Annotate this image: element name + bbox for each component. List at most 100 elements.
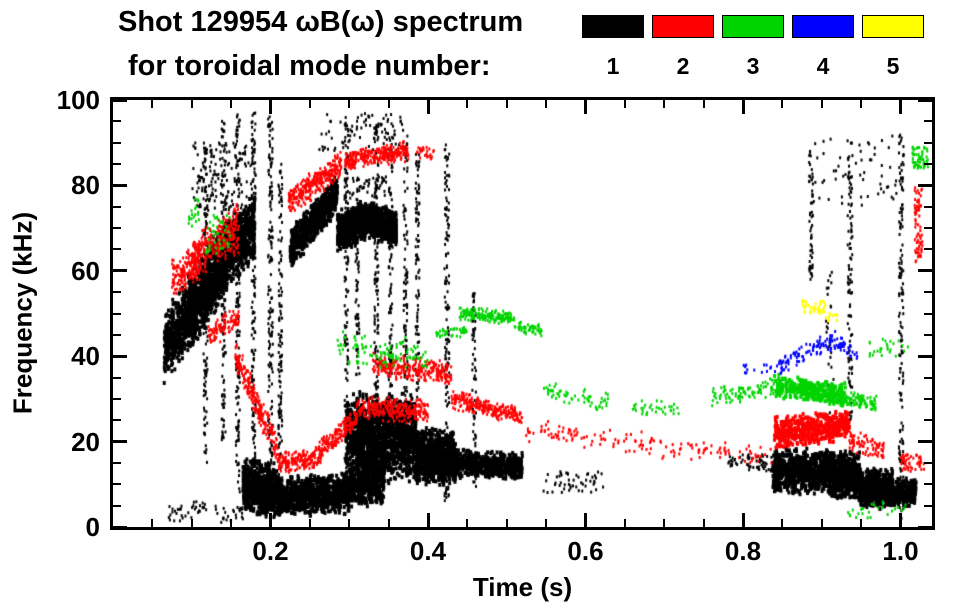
x-minor-tick	[230, 100, 233, 108]
legend-swatch	[582, 15, 644, 38]
x-minor-tick	[584, 519, 587, 527]
legend-mode-label: 1	[606, 53, 620, 79]
y-tick-label: 0	[85, 512, 100, 542]
x-minor-tick	[190, 100, 193, 108]
x-minor-tick	[190, 519, 193, 527]
y-minor-tick	[924, 205, 932, 208]
legend-item: 1	[582, 15, 644, 80]
y-minor-tick	[113, 184, 121, 187]
y-minor-tick	[924, 312, 932, 315]
x-minor-tick	[308, 100, 311, 108]
x-tick-label: 0.4	[409, 536, 447, 566]
x-minor-tick	[584, 100, 587, 108]
legend-mode-label: 3	[746, 53, 760, 79]
x-minor-tick	[663, 519, 666, 527]
x-minor-tick	[860, 519, 863, 527]
x-minor-tick	[387, 519, 390, 527]
legend-swatch	[792, 15, 854, 38]
x-minor-tick	[308, 519, 311, 527]
x-minor-tick	[623, 100, 626, 108]
legend-item: 3	[722, 15, 784, 80]
legend-swatch	[652, 15, 714, 38]
y-minor-tick	[113, 419, 121, 422]
legend-item: 5	[862, 15, 924, 80]
y-minor-tick	[113, 376, 121, 379]
y-minor-tick	[924, 163, 932, 166]
legend-item: 2	[652, 15, 714, 80]
x-minor-tick	[742, 100, 744, 108]
x-minor-tick	[899, 100, 902, 108]
y-major-tick	[918, 525, 932, 529]
x-tick-label: 0.8	[724, 536, 762, 566]
x-minor-tick	[781, 100, 784, 108]
y-minor-tick	[113, 483, 121, 486]
y-minor-tick	[924, 333, 932, 336]
legend-swatch	[722, 15, 784, 38]
y-tick-label: 20	[71, 426, 100, 457]
plot-frame	[110, 97, 935, 530]
y-major-tick	[918, 98, 932, 102]
y-major-tick	[113, 525, 127, 529]
y-minor-tick	[924, 269, 932, 272]
y-tick-label: 80	[71, 170, 100, 201]
x-minor-tick	[702, 519, 705, 527]
y-minor-tick	[924, 397, 932, 400]
legend-mode-label: 5	[886, 53, 900, 79]
x-tick-label: 0.2	[252, 536, 289, 566]
y-minor-tick	[113, 333, 121, 336]
x-minor-tick	[269, 100, 272, 108]
legend-mode-label: 4	[816, 53, 830, 79]
y-minor-tick	[924, 141, 932, 144]
legend: 1 2 3 4 5	[582, 15, 924, 80]
x-minor-tick	[702, 100, 705, 108]
y-minor-tick	[113, 504, 121, 507]
chart-title-line2: for toroidal mode number:	[128, 50, 491, 82]
x-minor-tick	[781, 519, 784, 527]
y-minor-tick	[113, 355, 121, 358]
x-minor-tick	[545, 519, 548, 527]
x-minor-tick	[151, 100, 154, 108]
y-minor-tick	[924, 504, 932, 507]
x-tick-label: 1.0	[882, 536, 919, 566]
x-minor-tick	[742, 519, 744, 527]
x-axis-label: Time (s)	[472, 572, 573, 602]
y-minor-tick	[113, 440, 121, 443]
x-minor-tick	[466, 519, 469, 527]
y-minor-tick	[924, 461, 932, 464]
x-minor-tick	[623, 519, 626, 527]
y-axis-label: Frequency (kHz)	[7, 211, 38, 415]
legend-item: 4	[792, 15, 854, 80]
y-minor-tick	[924, 440, 932, 443]
y-major-tick	[113, 98, 127, 102]
x-minor-tick	[860, 100, 863, 108]
y-tick-label: 60	[71, 255, 100, 286]
y-tick-label: 40	[71, 341, 100, 372]
y-minor-tick	[113, 205, 121, 208]
y-minor-tick	[924, 227, 932, 230]
y-minor-tick	[924, 376, 932, 379]
y-minor-tick	[113, 120, 121, 123]
x-minor-tick	[427, 100, 429, 108]
y-minor-tick	[113, 461, 121, 464]
y-minor-tick	[924, 184, 932, 187]
x-minor-tick	[466, 100, 469, 108]
y-minor-tick	[113, 397, 121, 400]
y-minor-tick	[924, 419, 932, 422]
y-minor-tick	[113, 163, 121, 166]
x-minor-tick	[269, 519, 272, 527]
x-minor-tick	[151, 519, 154, 527]
legend-swatch	[862, 15, 924, 38]
x-minor-tick	[387, 100, 390, 108]
y-minor-tick	[113, 141, 121, 144]
chart-title-line1: Shot 129954 ωB(ω) spectrum	[118, 6, 524, 38]
y-minor-tick	[113, 248, 121, 251]
x-minor-tick	[899, 519, 902, 527]
y-minor-tick	[113, 312, 121, 315]
y-minor-tick	[113, 227, 121, 230]
x-minor-tick	[348, 100, 351, 108]
y-minor-tick	[924, 248, 932, 251]
y-tick-label: 100	[56, 85, 100, 115]
x-minor-tick	[348, 519, 351, 527]
plot-canvas	[113, 100, 932, 527]
x-tick-label: 0.6	[567, 536, 604, 566]
